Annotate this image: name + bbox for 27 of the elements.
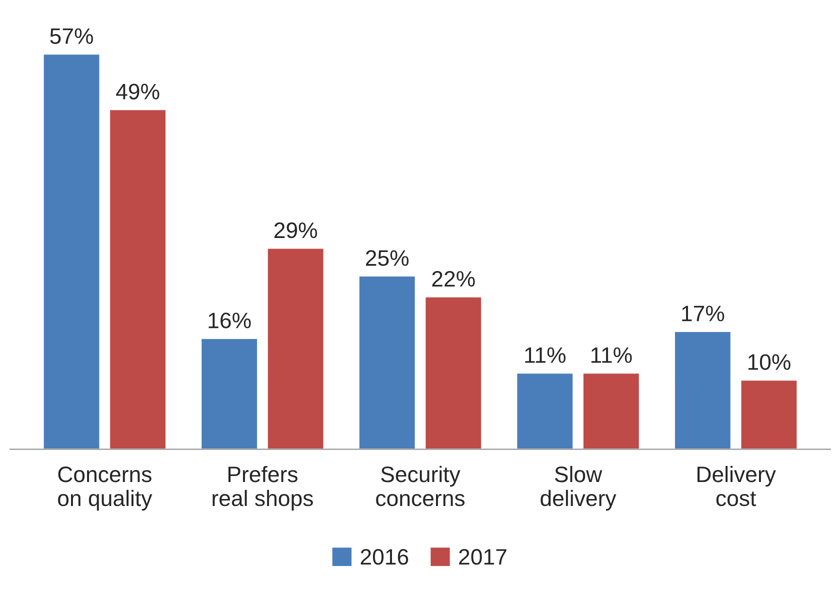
x-tick-label: Security concerns (376, 466, 465, 506)
data-label: 22% (432, 270, 475, 287)
legend-label: 2016 (360, 549, 408, 565)
bar (42, 54, 101, 450)
bar (266, 247, 325, 450)
data-label: 11% (591, 347, 632, 363)
x-tick-label: Slow delivery (540, 466, 616, 511)
data-label: 16% (208, 312, 251, 328)
bar (424, 296, 482, 450)
bar (516, 372, 574, 450)
data-label: 49% (116, 84, 160, 100)
legend-label: 2017 (459, 549, 506, 565)
data-label: 57% (50, 28, 93, 44)
data-label: 11% (525, 347, 566, 363)
bar (740, 379, 798, 450)
x-tick-label: Concerns on quality (58, 466, 152, 511)
bar (200, 338, 258, 450)
bar (674, 330, 732, 450)
data-label: 17% (682, 306, 724, 322)
bar (108, 108, 167, 450)
bar (358, 275, 416, 450)
x-tick-label: Prefers real shops (212, 466, 313, 511)
bar (582, 372, 640, 450)
data-label: 29% (274, 222, 318, 238)
data-label: 10% (748, 354, 790, 370)
x-tick-label: Delivery cost (698, 466, 776, 506)
data-label: 25% (366, 250, 409, 266)
